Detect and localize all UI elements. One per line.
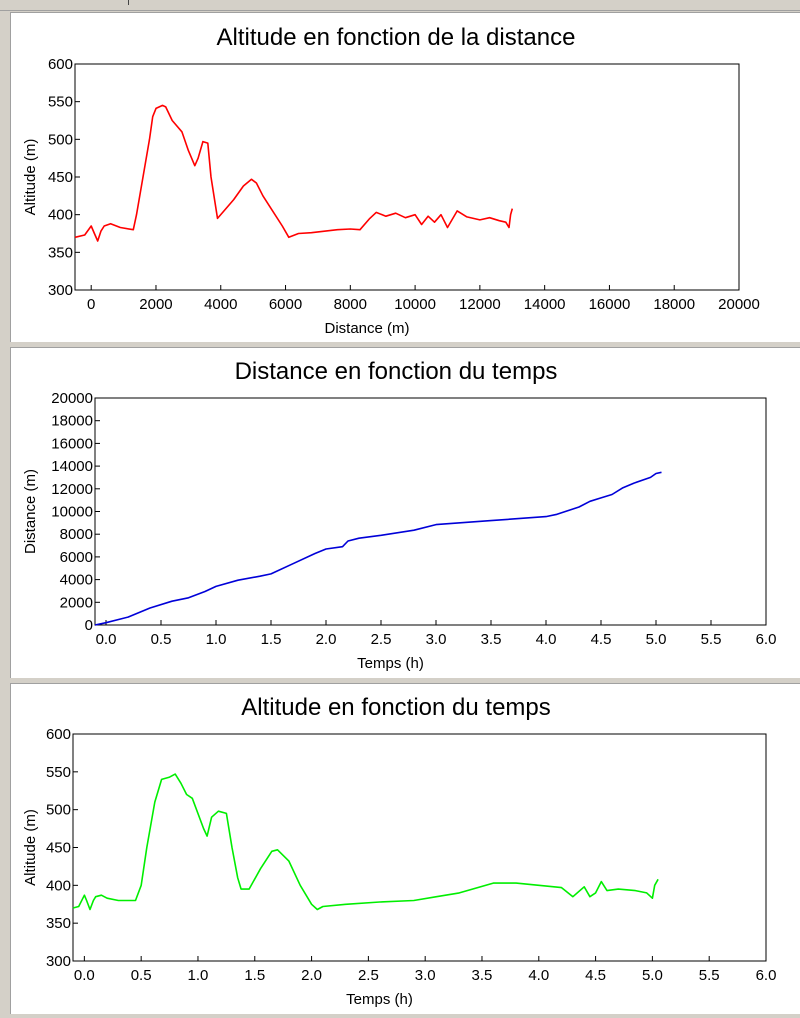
x-tick-label: 6.0 [756, 631, 777, 648]
y-tick-label: 300 [48, 282, 73, 299]
x-tick-label: 4.0 [536, 631, 557, 648]
chart-panel-altitude-temps: Altitude en fonction du temps Temps (h) … [10, 683, 800, 1015]
x-tick-label: 5.0 [646, 631, 667, 648]
plot-frame [74, 63, 740, 291]
x-tick-label: 3.5 [481, 631, 502, 648]
x-tick-label: 12000 [459, 296, 501, 313]
plot-frame [94, 397, 767, 626]
y-tick-label: 16000 [51, 435, 93, 452]
y-tick-label: 500 [48, 131, 73, 148]
y-tick-label: 400 [48, 207, 73, 224]
x-tick-label: 0 [87, 296, 95, 313]
x-tick-label: 20000 [718, 296, 760, 313]
x-tick-label: 5.5 [701, 631, 722, 648]
x-tick-label: 8000 [334, 296, 367, 313]
x-tick-label: 14000 [524, 296, 566, 313]
chart-marks: 0 2000 4000 6000 8000 10000 12000 14000 16000 180… [48, 56, 760, 313]
y-tick-label: 450 [48, 169, 73, 186]
chart-marks: 0.0 0.5 1.0 1.5 2.0 2.5 3.0 3.5 4.0 4.5 5.0 5.5 6.0 3… [46, 726, 776, 984]
y-tick-label: 12000 [51, 481, 93, 498]
y-tick-label: 18000 [51, 413, 93, 430]
x-tick-label: 3.0 [415, 967, 436, 984]
x-tick-label: 2000 [139, 296, 172, 313]
y-axis-label: Altitude (m) [22, 809, 39, 886]
x-tick-label: 5.0 [642, 967, 663, 984]
x-tick-label: 3.5 [472, 967, 493, 984]
window-bottom-strip [0, 1014, 800, 1018]
y-tick-label: 400 [46, 877, 71, 894]
chart-altitude-temps-svg: Altitude en fonction du temps Temps (h) … [22, 694, 776, 1008]
x-tick-label: 1.5 [261, 631, 282, 648]
y-tick-label: 0 [85, 617, 93, 634]
x-tick-label: 4.0 [528, 967, 549, 984]
y-tick-label: 550 [46, 764, 71, 781]
y-tick-label: 600 [46, 726, 71, 743]
y-tick-label: 6000 [60, 549, 93, 566]
x-tick-label: 6.0 [756, 967, 777, 984]
x-tick-label: 4.5 [591, 631, 612, 648]
x-tick-label: 2.0 [316, 631, 337, 648]
y-tick-label: 450 [46, 840, 71, 857]
series-line [94, 471, 662, 626]
x-tick-label: 0.5 [131, 967, 152, 984]
y-tick-label: 350 [46, 915, 71, 932]
y-tick-label: 550 [48, 94, 73, 111]
x-tick-label: 18000 [653, 296, 695, 313]
x-tick-label: 4000 [204, 296, 237, 313]
chart-panel-altitude-distance: Altitude en fonction de la distance Dist… [10, 12, 800, 342]
x-axis-label: Temps (h) [346, 991, 413, 1008]
x-tick-label: 0.0 [74, 967, 95, 984]
series-line [74, 104, 514, 242]
y-tick-label: 300 [46, 953, 71, 970]
chart-title: Distance en fonction du temps [235, 358, 558, 385]
x-tick-label: 1.0 [188, 967, 209, 984]
y-tick-label: 500 [46, 802, 71, 819]
window-top-strip [0, 0, 800, 11]
chart-marks: 0.0 0.5 1.0 1.5 2.0 2.5 3.0 3.5 4.0 4.5 5.0 5.5 6.0 0… [51, 390, 776, 648]
x-tick-label: 2.0 [301, 967, 322, 984]
y-tick-label: 350 [48, 244, 73, 261]
x-tick-label: 1.5 [244, 967, 265, 984]
y-tick-label: 2000 [60, 594, 93, 611]
chart-distance-temps-svg: Distance en fonction du temps Temps (h) … [22, 358, 776, 672]
x-tick-label: 10000 [394, 296, 436, 313]
series-line [72, 773, 659, 911]
x-tick-label: 2.5 [358, 967, 379, 984]
chart-altitude-distance-svg: Altitude en fonction de la distance Dist… [22, 24, 760, 337]
x-tick-label: 6000 [269, 296, 302, 313]
x-axis-label: Distance (m) [324, 320, 409, 337]
y-tick-label: 14000 [51, 458, 93, 475]
chart-title: Altitude en fonction de la distance [217, 24, 576, 51]
y-tick-label: 8000 [60, 526, 93, 543]
x-axis-label: Temps (h) [357, 655, 424, 672]
chart-title: Altitude en fonction du temps [241, 694, 551, 721]
x-tick-label: 0.0 [96, 631, 117, 648]
plot-frame [72, 733, 767, 962]
y-tick-label: 10000 [51, 504, 93, 521]
x-tick-label: 4.5 [585, 967, 606, 984]
y-axis-label: Altitude (m) [22, 139, 39, 216]
x-tick-label: 1.0 [206, 631, 227, 648]
x-tick-label: 2.5 [371, 631, 392, 648]
x-tick-label: 3.0 [426, 631, 447, 648]
y-axis-label: Distance (m) [22, 469, 39, 554]
y-tick-label: 600 [48, 56, 73, 73]
top-strip-tick [128, 0, 129, 5]
y-tick-label: 4000 [60, 572, 93, 589]
y-tick-label: 20000 [51, 390, 93, 407]
chart-panel-distance-temps: Distance en fonction du temps Temps (h) … [10, 347, 800, 678]
x-tick-label: 16000 [589, 296, 631, 313]
x-tick-label: 0.5 [151, 631, 172, 648]
x-tick-label: 5.5 [699, 967, 720, 984]
